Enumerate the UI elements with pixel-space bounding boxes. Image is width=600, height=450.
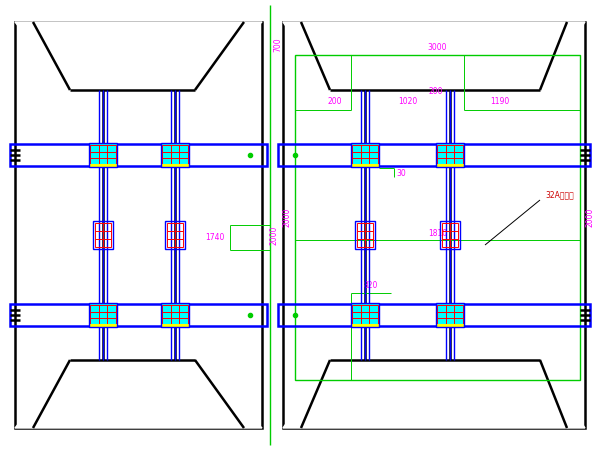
Text: 2000: 2000 bbox=[283, 208, 292, 227]
Bar bbox=[357, 223, 373, 247]
Bar bbox=[351, 303, 379, 327]
Bar bbox=[95, 223, 111, 247]
Bar bbox=[436, 164, 464, 167]
Bar bbox=[437, 145, 463, 165]
Bar bbox=[355, 221, 375, 249]
Bar bbox=[89, 143, 117, 167]
Bar bbox=[161, 303, 189, 327]
Bar bbox=[162, 145, 188, 165]
Bar bbox=[161, 303, 189, 327]
Text: 30: 30 bbox=[396, 168, 406, 177]
Polygon shape bbox=[283, 22, 585, 90]
Text: 1740: 1740 bbox=[206, 233, 225, 242]
Bar bbox=[161, 324, 189, 327]
Bar bbox=[89, 164, 117, 167]
Text: 3000: 3000 bbox=[428, 42, 447, 51]
Bar bbox=[436, 303, 464, 327]
Text: 2000: 2000 bbox=[586, 208, 595, 227]
Bar bbox=[90, 305, 116, 325]
Bar bbox=[10, 304, 267, 326]
Bar bbox=[165, 221, 185, 249]
Bar bbox=[167, 223, 183, 247]
Bar bbox=[437, 305, 463, 325]
Text: 1810: 1810 bbox=[428, 229, 447, 238]
Bar bbox=[283, 22, 585, 428]
Bar bbox=[161, 164, 189, 167]
Bar bbox=[89, 303, 117, 327]
Bar bbox=[295, 55, 580, 380]
Text: 32A工字钉: 32A工字钉 bbox=[545, 190, 574, 199]
Bar bbox=[89, 324, 117, 327]
Text: 2000: 2000 bbox=[269, 225, 278, 245]
Bar bbox=[90, 145, 116, 165]
Bar bbox=[351, 143, 379, 167]
Bar bbox=[436, 324, 464, 327]
Bar bbox=[436, 143, 464, 167]
Text: 700: 700 bbox=[273, 38, 282, 52]
Bar bbox=[351, 143, 379, 167]
Bar bbox=[440, 221, 460, 249]
Bar bbox=[161, 143, 189, 167]
Bar bbox=[89, 303, 117, 327]
Bar bbox=[442, 223, 458, 247]
Text: 200: 200 bbox=[429, 87, 443, 96]
Bar bbox=[161, 143, 189, 167]
Bar bbox=[89, 143, 117, 167]
Bar bbox=[351, 303, 379, 327]
Bar bbox=[351, 164, 379, 167]
Bar bbox=[278, 144, 590, 166]
Bar bbox=[10, 144, 267, 166]
Text: 820: 820 bbox=[364, 280, 378, 289]
Bar bbox=[351, 324, 379, 327]
Polygon shape bbox=[15, 360, 262, 428]
Bar bbox=[436, 143, 464, 167]
Bar bbox=[93, 221, 113, 249]
Bar bbox=[15, 22, 262, 428]
Polygon shape bbox=[283, 360, 585, 428]
Bar bbox=[352, 305, 378, 325]
Text: 1020: 1020 bbox=[398, 98, 417, 107]
Bar bbox=[278, 304, 590, 326]
Polygon shape bbox=[15, 22, 262, 90]
Text: 1190: 1190 bbox=[490, 98, 509, 107]
Bar bbox=[162, 305, 188, 325]
Bar bbox=[352, 145, 378, 165]
Text: 200: 200 bbox=[328, 98, 342, 107]
Bar bbox=[436, 303, 464, 327]
